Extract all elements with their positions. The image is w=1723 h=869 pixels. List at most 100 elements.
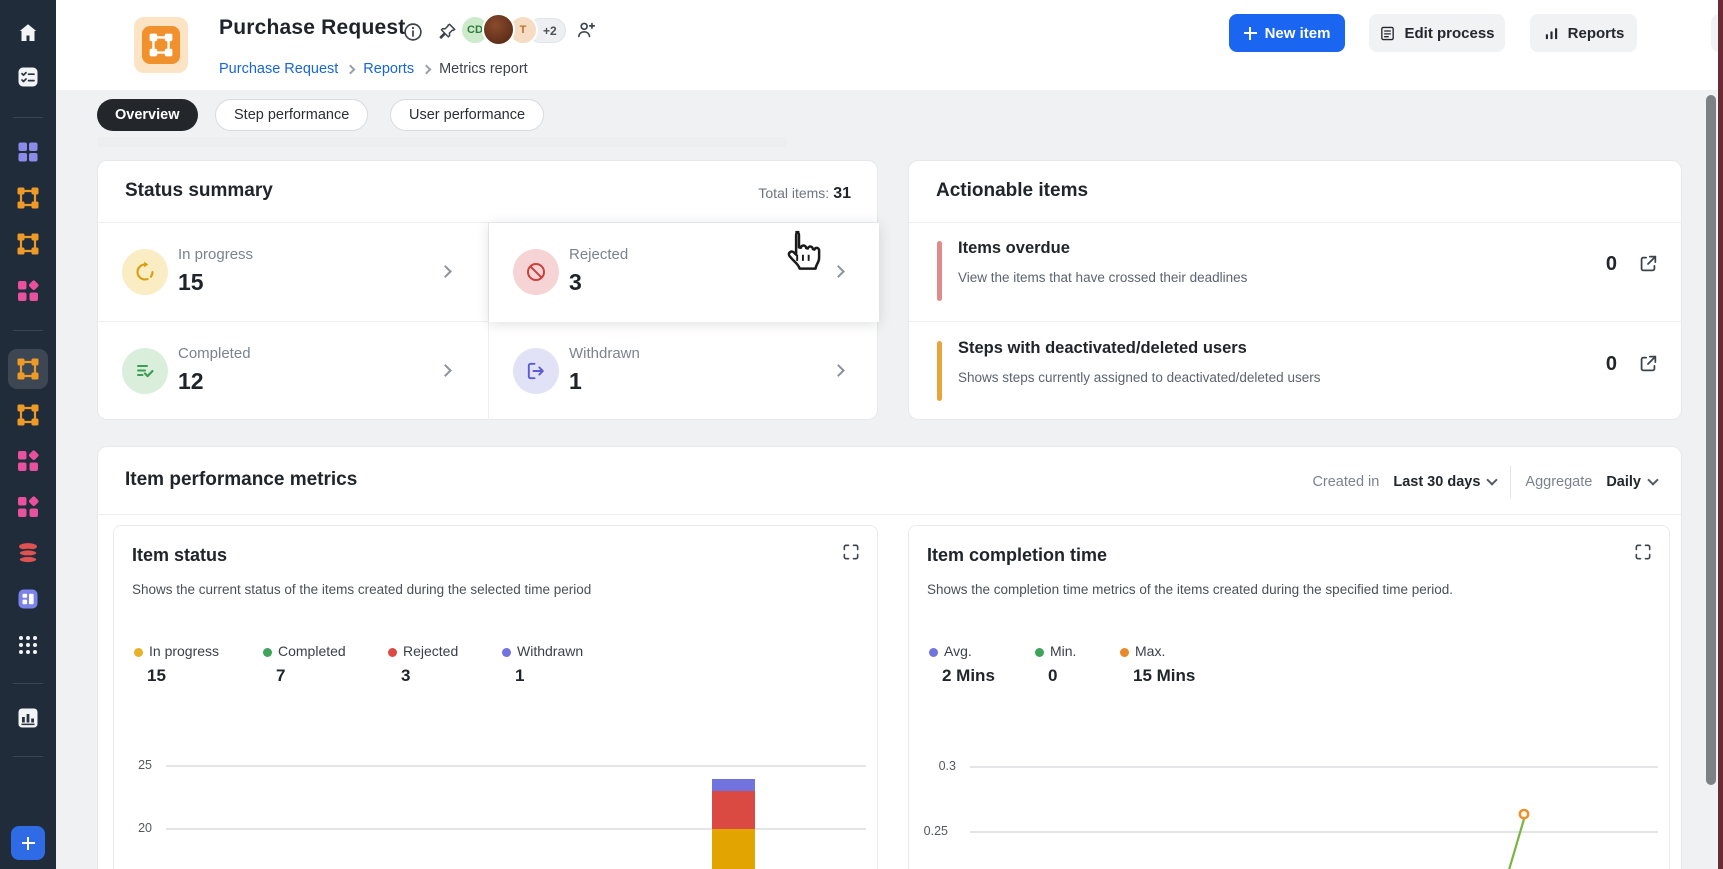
status-tile-completed[interactable]: Completed 12 bbox=[98, 322, 488, 421]
expand-icon[interactable] bbox=[841, 542, 861, 562]
legend-value: 1 bbox=[515, 666, 525, 685]
in-progress-icon bbox=[122, 249, 168, 295]
actionable-row-items-overdue[interactable]: Items overdue View the items that have c… bbox=[909, 223, 1683, 321]
chevron-right-icon bbox=[832, 265, 845, 278]
analytics-icon[interactable] bbox=[15, 705, 41, 731]
reports-button[interactable]: Reports bbox=[1530, 14, 1637, 52]
tab-user-performance[interactable]: User performance bbox=[390, 99, 545, 131]
info-icon[interactable] bbox=[402, 21, 424, 43]
external-link-icon[interactable] bbox=[1637, 353, 1659, 375]
legend-dot-max bbox=[1120, 648, 1129, 657]
new-item-button[interactable]: New item bbox=[1229, 14, 1345, 52]
external-link-icon[interactable] bbox=[1637, 253, 1659, 275]
aggregate-value: Daily bbox=[1606, 474, 1641, 490]
process-icon[interactable] bbox=[15, 231, 41, 257]
legend-dot-in-progress bbox=[134, 648, 143, 657]
status-tile-rejected[interactable]: Rejected 3 bbox=[489, 223, 879, 322]
my-tasks-icon[interactable] bbox=[15, 64, 41, 90]
breadcrumb: Purchase Request Reports Metrics report bbox=[219, 61, 528, 77]
legend-dot-min bbox=[1035, 648, 1044, 657]
legend-dot-completed bbox=[263, 648, 272, 657]
actionable-row-count: 0 bbox=[1605, 253, 1617, 275]
legend-value: 0 bbox=[1048, 666, 1058, 685]
scrolled-content-hint bbox=[97, 137, 787, 147]
gridline bbox=[970, 766, 1658, 768]
stacked-bar[interactable] bbox=[712, 0, 755, 869]
gridline bbox=[970, 831, 1658, 833]
actionable-row-deactivated-users[interactable]: Steps with deactivated/deleted users Sho… bbox=[909, 323, 1683, 421]
edit-process-label: Edit process bbox=[1404, 24, 1495, 42]
total-items: Total items: 31 bbox=[758, 185, 851, 203]
accent-bar bbox=[937, 241, 942, 301]
vertical-scrollbar[interactable] bbox=[1706, 95, 1716, 785]
chevron-right-icon bbox=[832, 364, 845, 377]
legend-value: 15 bbox=[147, 666, 166, 685]
expand-icon[interactable] bbox=[1633, 542, 1653, 562]
tile-divider bbox=[98, 321, 877, 322]
accent-bar bbox=[937, 341, 942, 401]
bar-segment-withdrawn bbox=[712, 778, 755, 792]
actionable-row-title: Items overdue bbox=[958, 239, 1070, 257]
item-completion-subtitle: Shows the completion time metrics of the… bbox=[927, 582, 1453, 597]
tab-overview[interactable]: Overview bbox=[97, 99, 198, 131]
page-title: Purchase Request bbox=[219, 16, 406, 39]
create-plus-button[interactable] bbox=[11, 826, 45, 860]
legend-label: Rejected bbox=[403, 643, 459, 659]
tile-label: In progress bbox=[178, 246, 254, 263]
chevron-right-icon bbox=[439, 265, 452, 278]
gridline bbox=[166, 828, 866, 830]
aggregate-dropdown[interactable]: Daily bbox=[1606, 474, 1659, 490]
edit-process-button[interactable]: Edit process bbox=[1369, 14, 1505, 52]
breadcrumb-separator-icon bbox=[421, 64, 432, 75]
actionable-items-card: Actionable items Items overdue View the … bbox=[908, 160, 1682, 420]
y-tick: 0.3 bbox=[938, 759, 956, 773]
pin-icon[interactable] bbox=[436, 21, 458, 43]
legend-value: 7 bbox=[276, 666, 286, 685]
tile-label: Rejected bbox=[569, 246, 629, 263]
tile-value: 1 bbox=[569, 368, 582, 394]
legend-label: Avg. bbox=[944, 643, 972, 659]
plus-icon bbox=[1243, 26, 1257, 40]
breadcrumb-link[interactable]: Purchase Request bbox=[219, 61, 339, 77]
legend-dot-withdrawn bbox=[502, 648, 511, 657]
actionable-row-title: Steps with deactivated/deleted users bbox=[958, 339, 1247, 357]
apps-grid-purple-icon[interactable] bbox=[15, 139, 41, 165]
app-pink-icon[interactable] bbox=[15, 278, 41, 304]
window-edge bbox=[1718, 0, 1723, 869]
all-apps-icon[interactable] bbox=[15, 632, 41, 658]
item-completion-time-panel: Item completion time Shows the completio… bbox=[908, 525, 1670, 869]
avatar-photo[interactable] bbox=[482, 13, 515, 46]
status-tile-withdrawn[interactable]: Withdrawn 1 bbox=[489, 322, 879, 421]
item-completion-title: Item completion time bbox=[927, 545, 1108, 565]
dataset-icon[interactable] bbox=[15, 540, 41, 566]
tile-label: Withdrawn bbox=[569, 345, 640, 362]
controls-divider bbox=[1510, 466, 1512, 498]
add-member-icon[interactable] bbox=[575, 19, 597, 41]
created-in-value: Last 30 days bbox=[1393, 474, 1481, 490]
status-tile-in-progress[interactable]: In progress 15 bbox=[98, 223, 488, 322]
bar-segment-rejected bbox=[712, 791, 755, 829]
process-icon[interactable] bbox=[15, 185, 41, 211]
performance-controls: Created in Last 30 days Aggregate Daily bbox=[1312, 465, 1659, 499]
breadcrumb-link[interactable]: Reports bbox=[363, 61, 415, 77]
y-tick: 25 bbox=[138, 758, 152, 772]
home-icon[interactable] bbox=[15, 20, 41, 46]
app-pink-icon[interactable] bbox=[15, 494, 41, 520]
created-in-dropdown[interactable]: Last 30 days bbox=[1393, 474, 1499, 490]
performance-title: Item performance metrics bbox=[125, 469, 358, 490]
item-status-subtitle: Shows the current status of the items cr… bbox=[132, 582, 592, 597]
board-icon[interactable] bbox=[15, 586, 41, 612]
process-selected-icon[interactable] bbox=[15, 356, 41, 382]
tile-value: 3 bbox=[569, 269, 582, 295]
tab-step-performance[interactable]: Step performance bbox=[215, 99, 369, 131]
actionable-row-count: 0 bbox=[1605, 353, 1617, 375]
legend-label: Completed bbox=[278, 643, 346, 659]
reports-label: Reports bbox=[1567, 24, 1625, 42]
sidebar-divider bbox=[13, 683, 43, 684]
legend-value: 2 Mins bbox=[942, 666, 995, 685]
process-icon[interactable] bbox=[15, 402, 41, 428]
tile-label: Completed bbox=[178, 345, 251, 362]
app-pink-icon[interactable] bbox=[15, 448, 41, 474]
item-status-panel: Item status Shows the current status of … bbox=[113, 525, 878, 869]
document-icon bbox=[1381, 26, 1395, 40]
